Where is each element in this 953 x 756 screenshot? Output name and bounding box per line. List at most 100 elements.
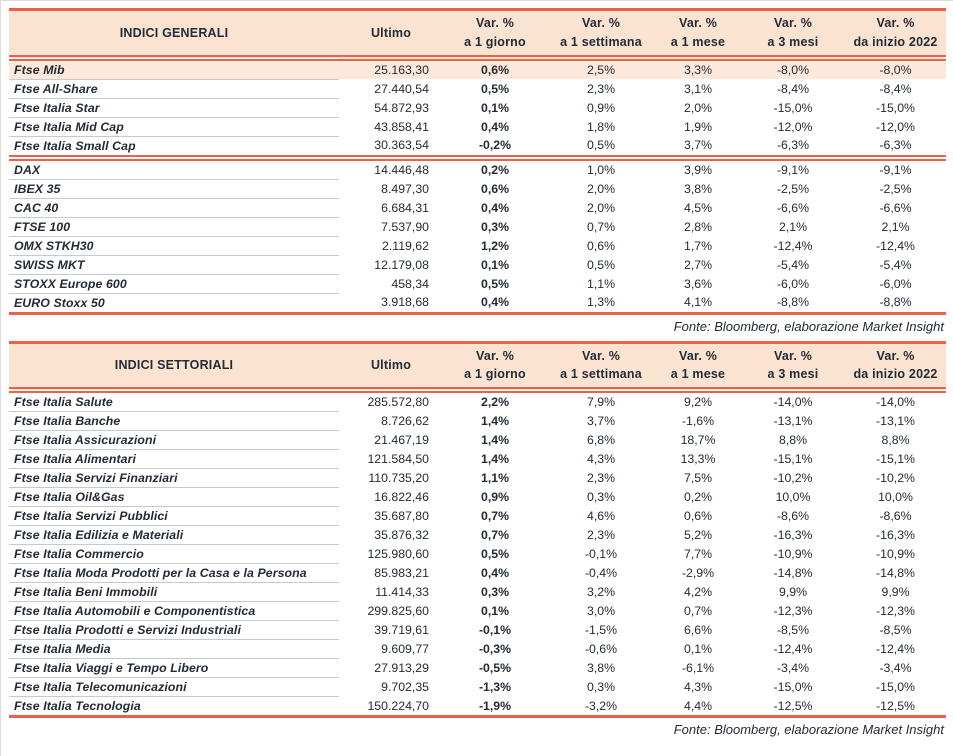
var-1month-value: -2,9% [681, 566, 715, 580]
var-1week-value: 4,3% [586, 452, 616, 466]
header-line-bottom: a 1 giorno [464, 367, 526, 382]
var-1day-value: -1,3% [478, 680, 512, 694]
var-3months-value: -6,6% [776, 200, 810, 215]
var-3months-value: -8,4% [776, 81, 810, 96]
last-value: 9.609,77 [381, 642, 429, 656]
var-1week-value: -0,6% [584, 642, 618, 656]
var-1day-value: 1,4% [480, 452, 510, 466]
var-1month-value: 0,7% [683, 604, 713, 618]
var-1week-value: 7,9% [586, 395, 616, 410]
var-ytd-value: -8,6% [879, 509, 912, 523]
var-1week-value: 0,5% [586, 138, 616, 153]
header-line-top: Var. % [475, 348, 515, 363]
var-1day-value: -0,1% [478, 623, 512, 637]
var-1month-value: 9,2% [683, 395, 713, 410]
index-row: OMX STKH30 2.119,62 1,2% 0,6% 1,7% -12,4… [9, 236, 946, 256]
last-value: 121.584,50 [367, 452, 429, 466]
index-row: Ftse Italia Edilizia e Materiali 35.876,… [9, 525, 946, 545]
var-ytd-value: -15,1% [876, 452, 915, 466]
index-name: STOXX Europe 600 [9, 274, 339, 294]
var-1week-value: 1,8% [586, 119, 616, 134]
header-line-top: Var. % [475, 16, 515, 30]
last-value: 9.702,35 [381, 680, 429, 694]
var-ytd-value: -3,4% [879, 661, 912, 675]
var-1day-value: 0,3% [480, 219, 510, 234]
var-3months-value: -15,1% [773, 452, 813, 466]
var-1week-value: 2,3% [586, 528, 616, 542]
var-ytd-value: -15,0% [876, 680, 915, 694]
var-1day-value: 0,4% [480, 566, 510, 580]
var-ytd-value: 2,1% [881, 219, 910, 234]
index-name: Ftse Italia Prodotti e Servizi Industria… [9, 620, 339, 640]
header-row: INDICI SETTORIALI Ultimo Var. % a 1 giorn… [9, 340, 946, 393]
var-ytd-value: -10,2% [876, 471, 915, 485]
last-value: 85.983,21 [374, 566, 429, 580]
index-name: SWISS MKT [9, 255, 339, 275]
index-name: Ftse Italia Viaggi e Tempo Libero [9, 658, 339, 678]
index-name: Ftse Italia Telecomunicazioni [9, 677, 339, 697]
index-row: DAX 14.446,48 0,2% 1,0% 3,9% -9,1% -9,1% [9, 154, 946, 180]
last-value: 30.363,54 [374, 138, 429, 153]
var-1week-value: 3,2% [586, 585, 616, 599]
var-3months-value: 10,0% [775, 490, 811, 504]
column-header-var-1week: Var. % a 1 settimana [547, 340, 655, 393]
var-3months-value: -12,4% [773, 642, 813, 656]
index-name: Ftse Italia Media [9, 639, 339, 659]
var-1month-value: 13,3% [680, 452, 716, 466]
index-row: Ftse Mib 25.163,30 0,6% 2,5% 3,3% -8,0% … [9, 57, 946, 80]
index-name: Ftse Italia Star [9, 98, 339, 118]
column-header-var-1day: Var. % a 1 giorno [443, 340, 547, 393]
var-1week-value: 1,3% [547, 293, 655, 315]
index-name: Ftse Italia Alimentari [9, 449, 339, 469]
index-group: DAX 14.446,48 0,2% 1,0% 3,9% -9,1% -9,1%… [9, 154, 946, 315]
var-ytd-value: -12,4% [876, 238, 915, 253]
var-1week-value: 2,3% [586, 471, 616, 485]
var-1day-value: 0,7% [480, 528, 510, 542]
index-row: CAC 40 6.684,31 0,4% 2,0% 4,5% -6,6% -6,… [9, 198, 946, 218]
var-3months-value: -12,5% [741, 696, 845, 718]
column-header-ultimo: Ultimo [339, 8, 443, 61]
var-3months-value: -3,4% [776, 661, 810, 675]
var-3months-value: -8,8% [741, 293, 845, 315]
last-value: 14.446,48 [339, 154, 443, 179]
var-1week-value: -3,2% [547, 696, 655, 718]
index-row: Ftse Italia Alimentari 121.584,50 1,4% 4… [9, 449, 946, 469]
index-row: Ftse Italia Assicurazioni 21.467,19 1,4%… [9, 430, 946, 450]
var-ytd-value: -14,0% [876, 395, 915, 410]
header-line-top: Var. % [678, 16, 718, 30]
var-ytd-value: -15,0% [876, 100, 915, 115]
last-value: 3.918,68 [339, 293, 443, 315]
index-row: Ftse Italia Telecomunicazioni 9.702,35 -… [9, 677, 946, 697]
var-3months-value: -5,4% [776, 257, 810, 272]
var-1month-value: 7,5% [683, 471, 713, 485]
index-name: Ftse Italia Banche [9, 411, 339, 431]
var-3months-value: -15,0% [773, 680, 813, 694]
var-1day-value: 2,2% [480, 395, 510, 410]
var-1day-value: 0,3% [480, 585, 510, 599]
var-1day-value: 1,4% [480, 433, 510, 447]
last-value: 11.414,33 [375, 585, 429, 599]
index-row: IBEX 35 8.497,30 0,6% 2,0% 3,8% -2,5% -2… [9, 179, 946, 199]
var-1month-value: 1,9% [683, 119, 713, 134]
column-header-var-3months: Var. % a 3 mesi [741, 340, 845, 393]
header-line-bottom: a 1 mese [670, 34, 726, 49]
index-row: Ftse Italia Automobili e Componentistica… [9, 601, 946, 621]
index-name: Ftse Italia Servizi Finanziari [9, 468, 339, 488]
table-header: INDICI SETTORIALI Ultimo Var. % a 1 giorn… [9, 340, 946, 393]
var-3months-value: -6,0% [776, 276, 810, 291]
index-row: Ftse Italia Salute 285.572,80 2,2% 7,9% … [9, 390, 946, 412]
index-row: Ftse Italia Small Cap 30.363,54 -0,2% 0,… [9, 136, 946, 158]
var-3months-value: -14,8% [773, 566, 813, 580]
index-row: Ftse Italia Moda Prodotti per la Casa e … [9, 563, 946, 583]
index-row: Ftse Italia Servizi Pubblici 35.687,80 0… [9, 506, 946, 526]
var-1day-value: -1,9% [443, 696, 547, 718]
var-1month-value: -1,6% [681, 414, 715, 428]
var-3months-value: -6,3% [776, 138, 810, 153]
var-3months-value: -2,5% [776, 181, 810, 196]
header-line-top: Var. % [581, 348, 621, 363]
header-line-top: Var. % [678, 348, 718, 363]
var-1day-value: -0,2% [478, 138, 512, 153]
index-name: OMX STKH30 [9, 236, 339, 256]
var-1month-value: 0,1% [683, 642, 713, 656]
var-ytd-value: -8,0% [845, 57, 946, 79]
